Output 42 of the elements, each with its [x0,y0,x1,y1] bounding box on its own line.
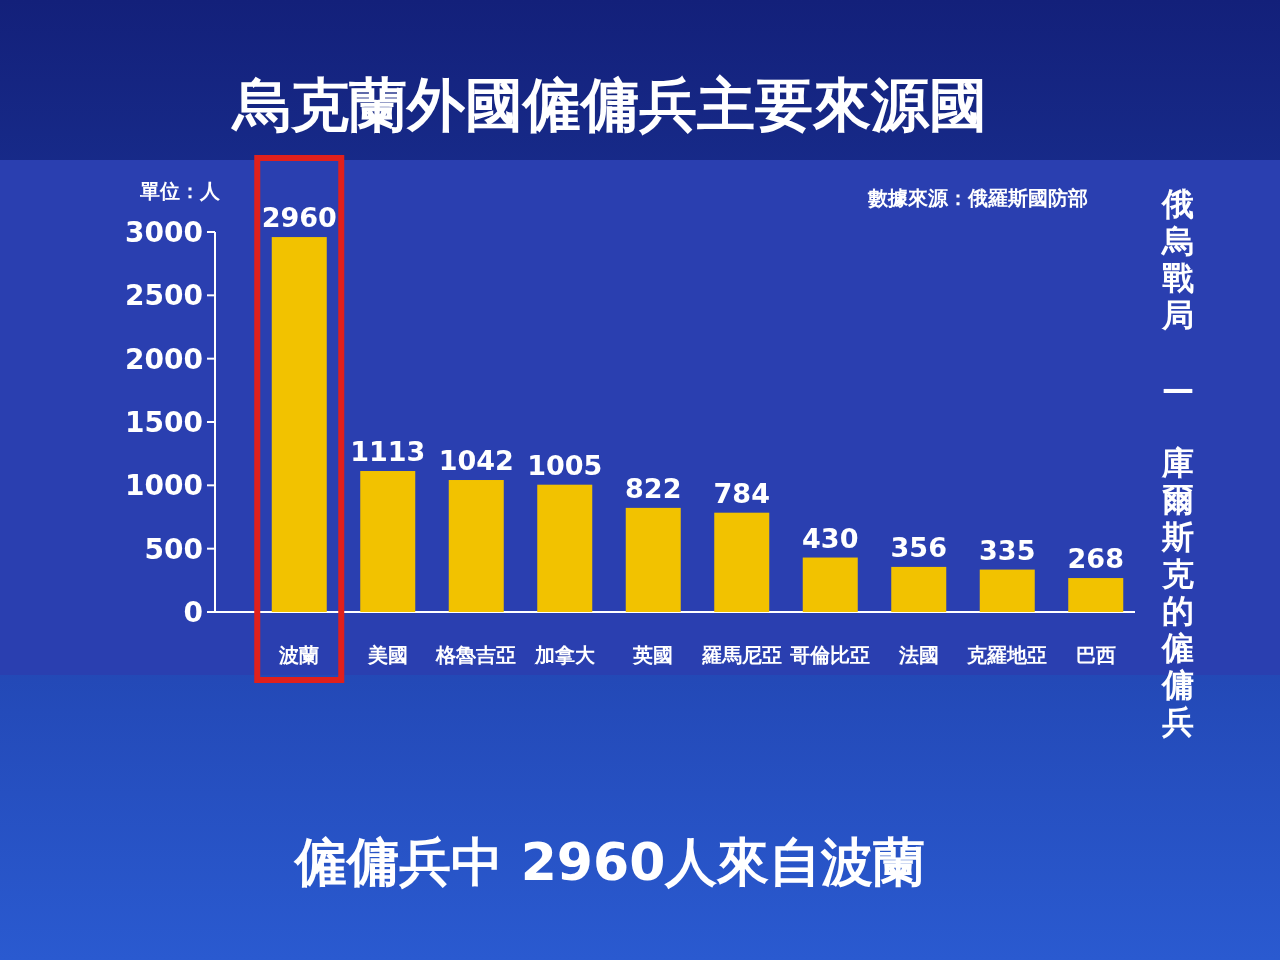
bar [448,480,504,612]
x-tick-label: 克羅地亞 [966,643,1048,667]
x-tick-label: 英國 [632,643,674,667]
y-tick-label: 2500 [125,279,203,313]
data-label: 1005 [527,449,603,481]
x-tick-label: 波蘭 [278,643,320,667]
x-tick-label: 格魯吉亞 [435,643,517,667]
y-tick-label: 0 [183,596,203,629]
x-tick-label: 哥倫比亞 [789,643,871,667]
text: 僱傭兵中 2960人來自波蘭 [292,832,926,892]
data-label: 822 [625,472,682,504]
y-tick-label: 1500 [125,406,203,439]
y-tick-label: 1000 [125,469,203,503]
data-label: 356 [890,531,947,563]
data-label: 268 [1067,543,1124,575]
bar [714,512,770,612]
y-tick-label: 3000 [125,216,203,249]
bar [625,507,681,612]
data-label: 335 [979,534,1036,566]
bar [1068,578,1124,612]
x-tick-label: 加拿大 [533,643,596,667]
x-tick-label: 法國 [897,643,939,667]
x-tick-label: 美國 [366,643,408,667]
bar [802,557,858,612]
bar [979,569,1035,612]
bar [891,566,947,612]
y-tick-label: 2000 [125,342,203,376]
x-tick-label: 巴西 [1075,643,1116,667]
text: 俄烏戰局 — 庫爾斯克的僱傭兵 [1162,185,1194,741]
data-label: 784 [713,477,770,509]
bar [360,471,416,612]
y-axis-title: 單位：人 [139,179,221,203]
data-label: 1113 [350,436,426,468]
text: 數據來源：俄羅斯國防部 [867,186,1088,210]
data-label: 1042 [438,445,514,477]
bar [271,237,327,612]
data-label: 2960 [261,202,337,234]
bar [537,484,593,612]
y-tick-label: 500 [144,532,203,566]
data-label: 430 [802,522,859,554]
chart-title: 烏克蘭外國僱傭兵主要來源國 [231,71,987,139]
x-tick-label: 羅馬尼亞 [700,643,782,667]
